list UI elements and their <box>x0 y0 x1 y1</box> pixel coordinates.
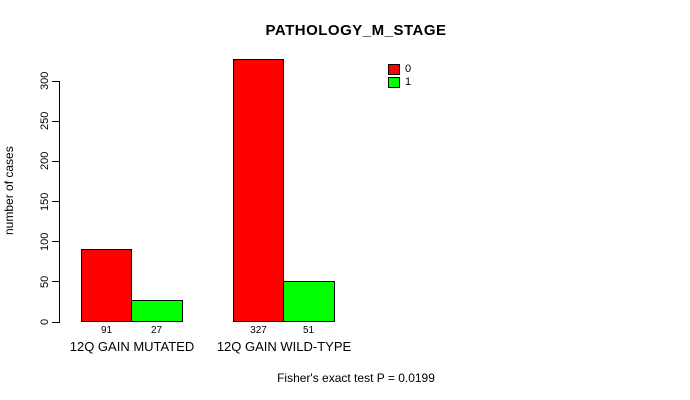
bar-1 <box>283 281 335 322</box>
category-label: 12Q GAIN MUTATED <box>69 339 195 354</box>
legend-swatch-1 <box>388 77 400 88</box>
y-axis-tick-label: 100 <box>39 232 51 251</box>
legend-swatch-0 <box>388 64 400 75</box>
category-label: 12Q GAIN WILD-TYPE <box>216 339 352 354</box>
y-axis-tick-label: 50 <box>39 275 51 288</box>
legend-label-0: 0 <box>405 63 412 75</box>
bar-0 <box>233 59 284 322</box>
y-axis-tick <box>52 160 60 162</box>
bar-value-label: 51 <box>302 325 315 336</box>
legend-item-1: 1 <box>388 77 411 88</box>
y-axis-label: number of cases <box>2 146 16 235</box>
y-axis-tick <box>52 321 60 323</box>
y-axis-tick <box>52 120 60 122</box>
y-axis-line <box>59 81 60 323</box>
y-axis-tick <box>52 201 60 202</box>
y-axis-tick-label: 0 <box>39 318 51 326</box>
bar-value-label: 27 <box>150 325 163 336</box>
y-axis-tick-label: 200 <box>39 152 51 171</box>
y-axis-tick-label: 150 <box>39 192 51 211</box>
bar-1 <box>131 300 183 322</box>
y-axis-tick <box>52 241 60 243</box>
legend-item-0: 0 <box>388 64 411 75</box>
legend-label-1: 1 <box>405 76 412 88</box>
chart-title: PATHOLOGY_M_STAGE <box>265 22 447 39</box>
y-axis-tick <box>52 281 60 283</box>
y-axis-tick-label: 300 <box>39 71 51 91</box>
bar-value-label: 327 <box>250 325 267 336</box>
bar-value-label: 91 <box>100 325 113 336</box>
y-axis-tick <box>52 80 60 82</box>
footer-stat: Fisher's exact test P = 0.0199 <box>277 371 435 385</box>
bar-0 <box>81 248 132 322</box>
y-axis-tick-label: 250 <box>39 111 51 131</box>
